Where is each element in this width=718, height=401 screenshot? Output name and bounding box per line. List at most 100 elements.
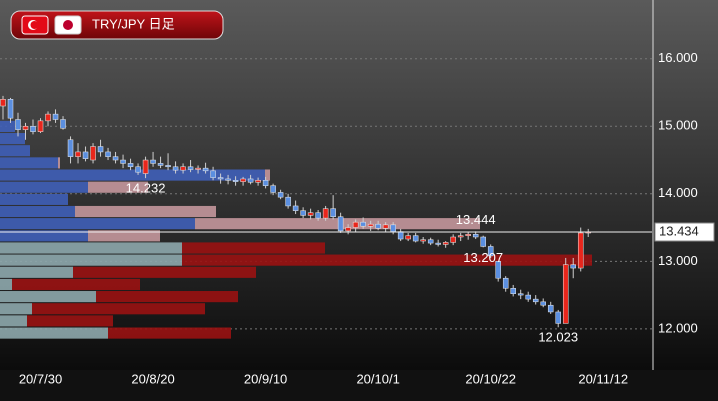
candle-body — [262, 180, 269, 186]
y-tick-label: 13.000 — [658, 253, 698, 268]
candle-body — [457, 235, 464, 238]
candle-body — [547, 304, 554, 313]
profile-bar-left — [0, 291, 96, 303]
candle-body — [135, 166, 141, 173]
candle-body — [142, 159, 149, 174]
profile-bar-left — [0, 230, 88, 242]
candle-body — [157, 163, 164, 166]
candle-body — [217, 177, 224, 180]
candle-body — [322, 208, 329, 219]
profile-bar-left — [0, 169, 265, 181]
candle-body — [345, 227, 351, 232]
candle-body — [427, 239, 434, 244]
candle-body — [60, 119, 66, 129]
profile-bar-left — [0, 193, 68, 205]
x-tick-label: 20/11/12 — [578, 371, 628, 386]
candle-body — [75, 151, 81, 157]
profile-bar-left — [0, 266, 73, 278]
profile-bar-left — [0, 157, 58, 169]
profile-bar-right — [195, 218, 480, 230]
candle-body — [397, 231, 404, 240]
y-tick-label: 14.000 — [658, 185, 698, 200]
profile-bar-left — [0, 133, 25, 145]
profile-bar-left — [0, 145, 30, 157]
candle-body — [390, 224, 396, 232]
candle-body — [292, 205, 299, 211]
candle-body — [105, 151, 111, 157]
candle-body — [120, 159, 126, 164]
high-low-label: 13.207 — [463, 250, 503, 265]
candle-body — [480, 236, 486, 247]
x-tick-label: 20/10/1 — [356, 371, 399, 386]
candle-body — [465, 234, 471, 236]
candle-body — [37, 120, 44, 132]
profile-bar-left — [0, 120, 15, 133]
candle-body — [510, 288, 516, 294]
candle-body — [307, 212, 314, 216]
profile-bar-left — [0, 278, 12, 291]
x-tick-label: 20/9/10 — [244, 371, 287, 386]
candle-body — [435, 242, 441, 245]
candle-body — [0, 99, 6, 107]
profile-bar-right — [73, 266, 256, 278]
candle-body — [82, 151, 89, 159]
candle-body — [172, 166, 179, 171]
candle-body — [22, 126, 29, 130]
candle-body — [67, 139, 74, 157]
candle-body — [112, 156, 119, 161]
profile-bar-left — [0, 254, 182, 266]
candle-body — [270, 185, 276, 193]
candle-body — [90, 146, 96, 161]
profile-bar-left — [0, 242, 182, 254]
high-low-label: 12.023 — [538, 330, 578, 345]
current-price-box — [654, 222, 715, 242]
profile-bar-right — [88, 230, 160, 242]
profile-bar-right — [96, 291, 238, 303]
candle-body — [420, 239, 426, 242]
profile-bar-right — [75, 205, 216, 218]
candle-body — [405, 235, 411, 240]
profile-bar-right — [27, 315, 113, 327]
candle-body — [30, 126, 36, 132]
candle-body — [202, 167, 209, 172]
candle-body — [502, 277, 509, 289]
y-tick-label: 15.000 — [658, 118, 698, 133]
candle-body — [247, 178, 254, 183]
candle-body — [525, 294, 531, 300]
x-tick-label: 20/7/30 — [19, 371, 62, 386]
candle-body — [195, 167, 201, 170]
candle-body — [255, 180, 261, 183]
candle-body — [495, 261, 501, 279]
high-low-label: 14.232 — [126, 181, 166, 196]
x-tick-label: 20/10/22 — [465, 371, 516, 386]
candle-body — [360, 221, 366, 227]
profile-bar-right — [265, 169, 270, 181]
candle-body — [442, 242, 449, 245]
y-tick-label: 16.000 — [658, 50, 698, 65]
candle-body — [367, 223, 374, 227]
candle-body — [577, 232, 584, 269]
y-tick-label: 12.000 — [658, 320, 698, 335]
x-axis-band — [0, 370, 718, 401]
candle-body — [45, 113, 51, 122]
profile-bar-left — [0, 181, 88, 193]
profile-bar-right — [182, 254, 592, 266]
profile-bar-right — [108, 327, 231, 339]
candle-body — [300, 210, 306, 216]
candle-body — [450, 236, 456, 243]
candle-body — [285, 196, 291, 207]
candle-body — [187, 166, 194, 170]
current-price-label: 13.434 — [659, 223, 699, 238]
candle-body — [352, 221, 359, 228]
candle-body — [532, 298, 539, 303]
profile-bar-right — [58, 157, 60, 169]
candle-body — [315, 212, 321, 219]
profile-bar-right — [88, 181, 148, 193]
high-low-label: 13.444 — [456, 212, 496, 227]
candle-body — [225, 178, 231, 181]
candle-body — [180, 166, 186, 171]
candle-body — [382, 224, 389, 229]
profile-bar-right — [32, 303, 205, 315]
candle-body — [517, 293, 524, 296]
